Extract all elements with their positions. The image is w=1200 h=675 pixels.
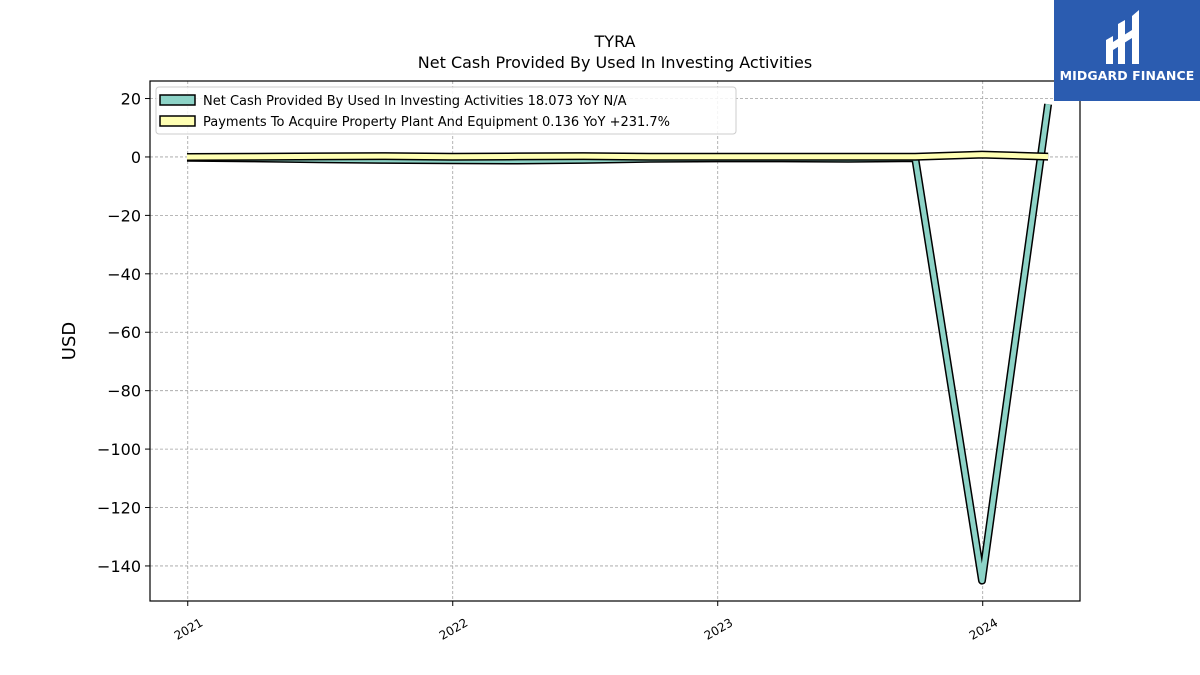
legend-label-1: Net Cash Provided By Used In Investing A…	[203, 94, 627, 109]
y-tick-label: −140	[97, 557, 141, 576]
y-tick-label: 20	[121, 90, 141, 109]
chart-title: TYRA	[594, 32, 636, 51]
legend-swatch-1	[159, 94, 196, 106]
plot-frame	[149, 80, 1081, 602]
x-tick-label: 2022	[437, 615, 470, 642]
y-tick-label: −40	[107, 265, 141, 284]
y-tick-label: 0	[131, 148, 141, 167]
y-axis-label: USD	[59, 322, 80, 360]
legend-swatch-2	[159, 115, 196, 127]
y-tick-label: −60	[107, 323, 141, 342]
chart-subtitle: Net Cash Provided By Used In Investing A…	[417, 53, 813, 72]
y-tick-label: −100	[97, 440, 141, 459]
legend: Net Cash Provided By Used In Investing A…	[155, 86, 737, 135]
y-tick-label: −120	[97, 499, 141, 518]
series-2-line	[186, 152, 1049, 160]
y-axis: 20 0 −20 −40 −60 −80 −100 −120 −140	[97, 90, 150, 576]
brand-logo: MIDGARD FINANCE	[1054, 0, 1200, 101]
legend-box	[155, 86, 737, 135]
series-1-line	[186, 103, 1051, 584]
x-tick-label: 2024	[967, 615, 1000, 642]
legend-label-2: Payments To Acquire Property Plant And E…	[203, 115, 670, 130]
logo-mark-icon	[1106, 10, 1139, 64]
x-tick-label: 2023	[702, 615, 735, 642]
x-axis: 2021 2022 2023 2024	[172, 601, 1000, 643]
brand-name: MIDGARD FINANCE	[1059, 68, 1195, 83]
y-tick-label: −80	[107, 382, 141, 401]
y-tick-label: −20	[107, 206, 141, 225]
series-lines	[186, 103, 1053, 585]
x-tick-label: 2021	[172, 615, 205, 642]
